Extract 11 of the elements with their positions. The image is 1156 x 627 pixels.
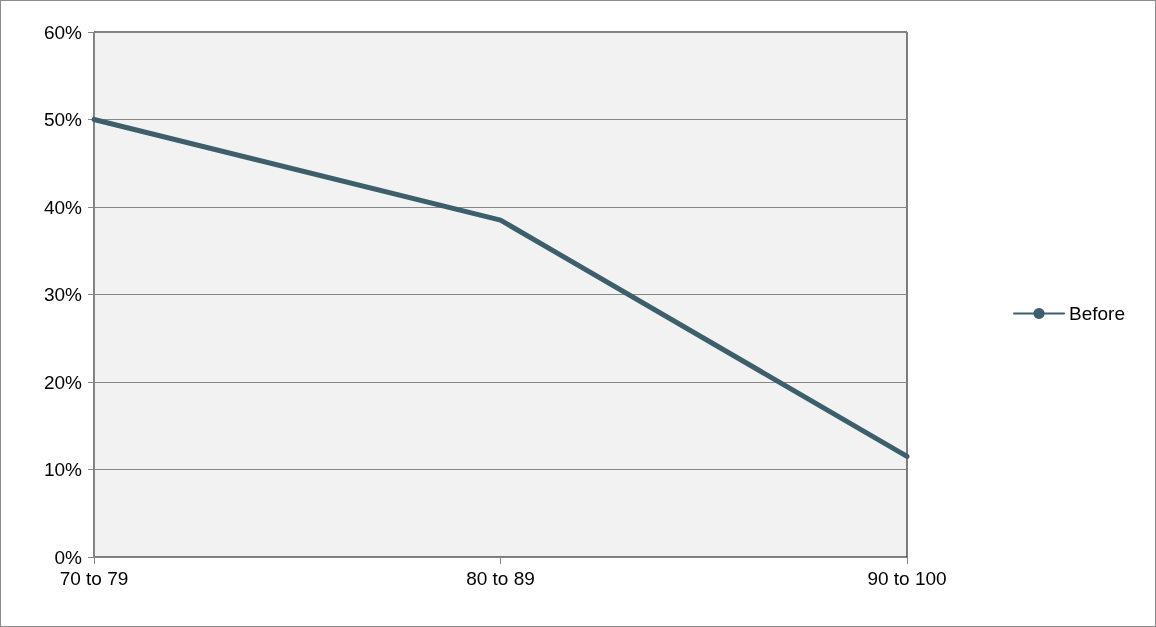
y-tick-label: 10% bbox=[43, 459, 83, 480]
y-tick-label: 60% bbox=[43, 21, 83, 43]
y-tick-label: 40% bbox=[43, 196, 83, 218]
legend-label: Before bbox=[1069, 303, 1125, 324]
y-tick-label: 0% bbox=[54, 546, 83, 568]
x-tick-label: 70 to 79 bbox=[59, 568, 129, 589]
y-tick-label: 30% bbox=[43, 284, 83, 305]
y-tick-label: 20% bbox=[43, 371, 83, 393]
x-tick-label: 80 to 89 bbox=[466, 568, 535, 589]
x-tick-label: 90 to 100 bbox=[867, 568, 947, 589]
y-tick-label: 50% bbox=[43, 109, 83, 130]
